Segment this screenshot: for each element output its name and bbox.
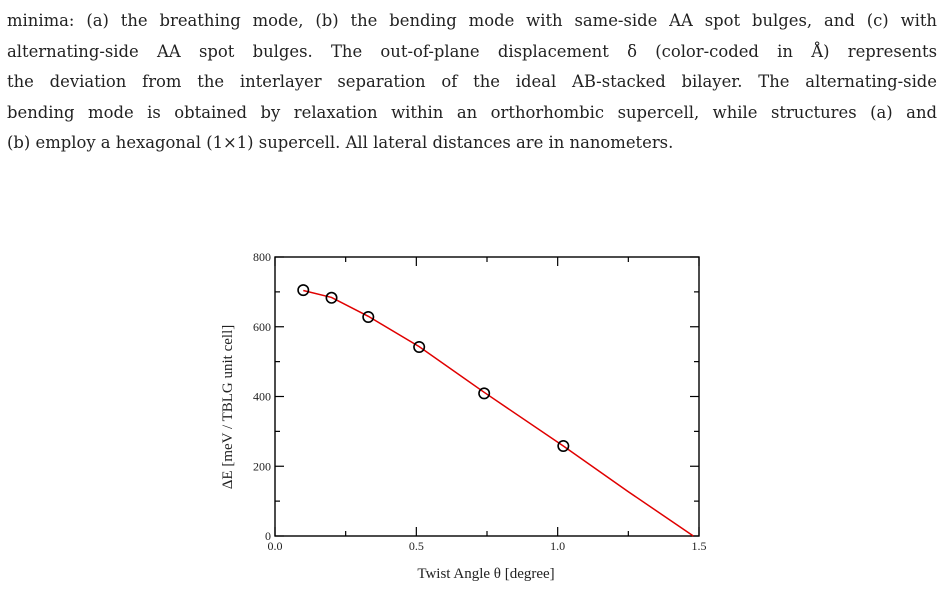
plot-area: 0.0 0.5 1.0 1.5 0 200 400 600 800 bbox=[253, 250, 707, 553]
data-point-circle bbox=[557, 440, 570, 453]
caption-line: alternating-side AA spot bulges. The out… bbox=[7, 41, 937, 61]
caption-line: (b) employ a hexagonal (1×1) supercell. … bbox=[7, 133, 674, 152]
x-tick-label: 0.5 bbox=[409, 539, 424, 553]
y-tick-label: 600 bbox=[253, 320, 271, 334]
figure-caption: minima: (a) the breathing mode, (b) the … bbox=[7, 6, 937, 159]
x-tick-label: 1.5 bbox=[692, 539, 707, 553]
data-point-circle bbox=[297, 284, 310, 297]
caption-line: minima: (a) the breathing mode, (b) the … bbox=[7, 11, 937, 30]
data-point-circle bbox=[478, 387, 491, 400]
data-point-circle bbox=[413, 340, 426, 353]
data-point-circle bbox=[362, 310, 375, 323]
y-tick-label: 200 bbox=[253, 459, 271, 473]
x-axis-label: Twist Angle θ [degree] bbox=[417, 566, 554, 582]
x-tick-label: 1.0 bbox=[550, 539, 565, 553]
fit-curve-line bbox=[303, 289, 694, 537]
y-tick-label: 800 bbox=[253, 250, 271, 264]
caption-line: the deviation from the interlayer separa… bbox=[7, 72, 937, 91]
caption-line: bending mode is obtained by relaxation w… bbox=[7, 102, 937, 122]
y-axis-label: ΔE [meV / TBLG unit cell] bbox=[220, 325, 236, 489]
plot-frame bbox=[274, 256, 700, 537]
y-tick-label: 0 bbox=[265, 529, 271, 543]
y-tick-label: 400 bbox=[253, 390, 271, 404]
x-tick-label: 0.0 bbox=[268, 539, 283, 553]
data-point-circle bbox=[325, 291, 338, 304]
